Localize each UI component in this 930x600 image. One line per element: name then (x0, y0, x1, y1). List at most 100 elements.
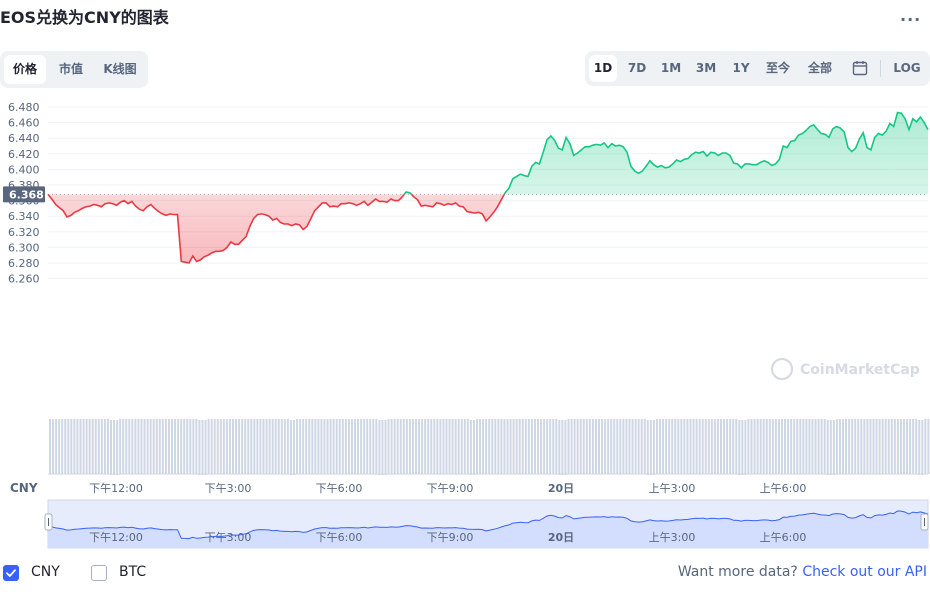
volume-bar (561, 420, 564, 475)
volume-bar (67, 419, 70, 474)
volume-bar (555, 419, 558, 474)
volume-bar (338, 419, 341, 474)
calendar-icon[interactable] (852, 60, 868, 76)
volume-bar (347, 419, 350, 474)
volume-bar (293, 420, 295, 475)
watermark: CoinMarketCap (770, 357, 920, 381)
volume-bar (445, 419, 448, 474)
volume-bar (549, 419, 552, 474)
volume-bar (253, 419, 256, 474)
volume-bar (753, 419, 756, 474)
volume-bar (643, 419, 646, 474)
volume-bar (167, 419, 170, 474)
tab-range-3m[interactable]: 3M (695, 61, 717, 75)
volume-bar (488, 419, 491, 474)
volume-bar (149, 419, 152, 474)
volume-bar (732, 419, 735, 474)
volume-bar (890, 419, 893, 474)
log-scale-toggle[interactable]: LOG (893, 61, 921, 75)
volume-bar (411, 419, 414, 474)
volume-bar (125, 419, 128, 474)
price-area-up (48, 112, 928, 195)
volume-bar (802, 419, 805, 474)
volume-bar (472, 420, 475, 475)
tab-range-all[interactable]: 全部 (807, 61, 832, 75)
volume-bar (585, 419, 588, 474)
volume-bar (625, 419, 628, 474)
x-tick-label: 下午3:00 (205, 482, 252, 495)
navigator-tick-label: 20日 (548, 531, 574, 544)
volume-bar (527, 419, 530, 474)
tab-kline[interactable]: K线图 (103, 62, 137, 76)
volume-bar (216, 419, 219, 474)
cny-checkbox[interactable] (3, 565, 19, 581)
btc-checkbox[interactable] (91, 565, 107, 581)
volume-bar (832, 420, 835, 475)
volume-bar (784, 419, 787, 474)
volume-bar (814, 419, 817, 474)
volume-bar (128, 419, 131, 474)
volume-bar (323, 419, 326, 474)
volume-bar (713, 419, 716, 474)
volume-bar (225, 419, 228, 474)
volume-bar (244, 419, 247, 474)
volume-bar (686, 419, 689, 474)
volume-bar (354, 419, 356, 474)
volume-bar (387, 419, 390, 474)
volume-bar (845, 419, 848, 474)
volume-bar (341, 419, 344, 474)
tab-range-1d[interactable]: 1D (589, 55, 617, 82)
volume-bar (479, 419, 482, 474)
volume-bar (878, 419, 881, 474)
volume-bar (598, 419, 600, 474)
volume-bar (350, 419, 353, 474)
volume-bar (113, 420, 116, 475)
volume-bar (448, 419, 451, 474)
volume-bar (363, 419, 366, 474)
volume-bar (308, 419, 311, 474)
volume-bar (884, 419, 887, 474)
volume-bar (738, 420, 741, 475)
volume-bar (424, 419, 427, 474)
volume-bar (790, 419, 793, 474)
tab-market-cap[interactable]: 市值 (58, 62, 83, 76)
volume-bar (189, 419, 192, 474)
y-tick-label: 6.280 (8, 257, 40, 270)
volume-bar (765, 419, 768, 474)
volume-bar (543, 419, 546, 474)
tab-range-1m[interactable]: 1M (660, 61, 682, 75)
volume-bar (91, 419, 94, 474)
tab-range-7d[interactable]: 7D (627, 61, 647, 75)
volume-bar (106, 419, 109, 474)
volume-bar (582, 419, 585, 474)
y-tick-label: 6.460 (8, 117, 40, 130)
y-tick-label: 6.440 (8, 132, 40, 145)
volume-bar (591, 419, 594, 474)
navigator-line (47, 510, 929, 540)
volume-bar (835, 419, 838, 474)
tab-range-ytd[interactable]: 至今 (765, 61, 790, 75)
volume-bar (76, 419, 79, 474)
volume-bar (119, 419, 122, 474)
volume-bar (668, 419, 671, 474)
reference-label: 6.368 (9, 188, 44, 201)
tab-price[interactable]: 价格 (4, 55, 46, 84)
more-options-icon[interactable]: ... (900, 6, 922, 25)
volume-bar (747, 419, 750, 474)
volume-bar (436, 419, 439, 474)
volume-bar (454, 419, 457, 474)
volume-bar (247, 419, 250, 474)
volume-bar (274, 419, 277, 474)
api-link[interactable]: Check out our API (802, 564, 927, 580)
page-title: EOS兑换为CNY的图表 (0, 8, 169, 27)
volume-bar (180, 419, 183, 474)
volume-bar (860, 419, 863, 474)
volume-bar (710, 419, 713, 474)
tab-range-1y[interactable]: 1Y (732, 61, 750, 75)
y-tick-label: 6.300 (8, 241, 40, 254)
volume-bar (399, 419, 402, 474)
volume-bar (588, 419, 591, 474)
volume-bar (357, 419, 360, 474)
volume-bar (869, 419, 872, 474)
volume-bar (360, 419, 363, 474)
